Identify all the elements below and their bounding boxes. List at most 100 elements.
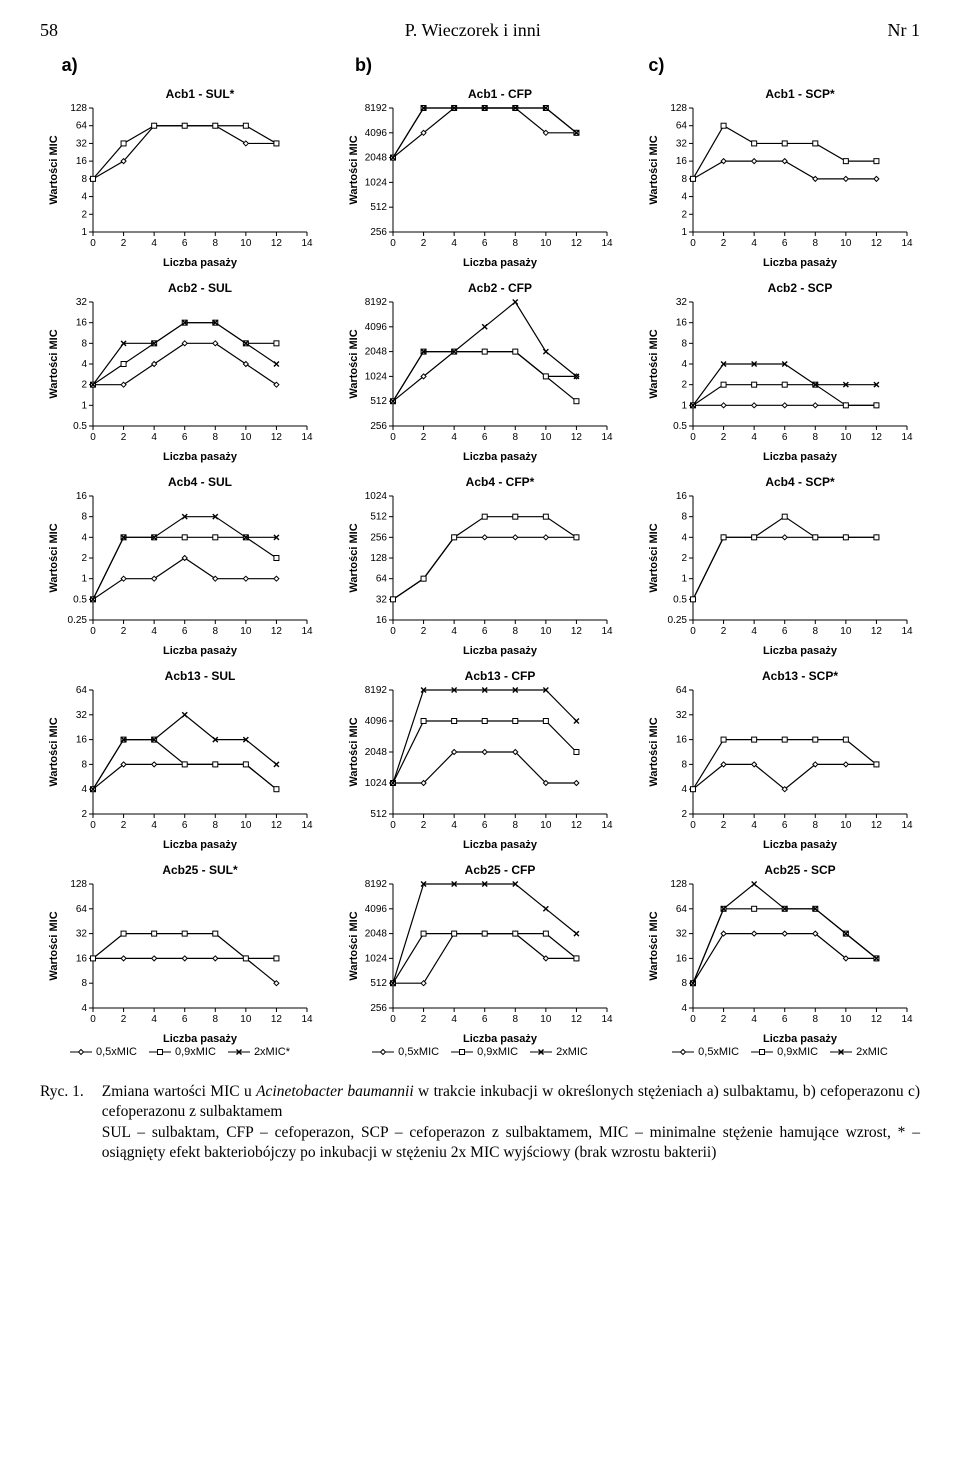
chart-title: Acb2 - SUL: [168, 281, 232, 295]
x-axis-label: Liczba pasaży: [163, 451, 238, 463]
chart-cell: Acb2 - SUL024681012140.512481632Liczba p…: [40, 276, 320, 466]
x-axis-label: Liczba pasaży: [463, 839, 538, 851]
ytick-label: 512: [370, 978, 387, 989]
xtick-label: 2: [721, 1014, 727, 1025]
page-header-center: P. Wieczorek i inni: [58, 20, 888, 41]
xtick-label: 14: [301, 626, 313, 637]
legend-label: 2xMIC: [856, 1046, 888, 1058]
xtick-label: 8: [813, 820, 819, 831]
x-axis-label: Liczba pasaży: [763, 451, 838, 463]
xtick-label: 14: [901, 820, 913, 831]
xtick-label: 8: [513, 238, 519, 249]
ytick-label: 8: [81, 978, 87, 989]
xtick-label: 0: [90, 432, 96, 443]
xtick-label: 10: [240, 1014, 252, 1025]
ytick-label: 1: [681, 227, 687, 238]
xtick-label: 6: [782, 1014, 788, 1025]
ytick-label: 256: [370, 1003, 387, 1014]
xtick-label: 0: [690, 432, 696, 443]
ytick-label: 2048: [365, 929, 388, 940]
xtick-label: 12: [571, 1014, 583, 1025]
chart: Acb1 - SUL*024681012141248163264128Liczb…: [45, 82, 315, 272]
xtick-label: 2: [121, 432, 127, 443]
xtick-label: 2: [721, 238, 727, 249]
x-axis-label: Liczba pasaży: [163, 645, 238, 657]
ytick-label: 16: [676, 318, 688, 329]
xtick-label: 6: [182, 1014, 188, 1025]
ytick-label: 1024: [365, 778, 388, 789]
xtick-label: 4: [751, 626, 757, 637]
series-line: [393, 517, 576, 600]
y-axis-label: Wartości MIC: [348, 329, 360, 398]
xtick-label: 4: [751, 820, 757, 831]
ytick-label: 512: [370, 809, 387, 820]
xtick-label: 8: [813, 1014, 819, 1025]
ytick-label: 64: [76, 904, 88, 915]
legend-marker-icon: [372, 1046, 394, 1058]
chart: Acb4 - SCP*024681012140.250.5124816Liczb…: [645, 470, 915, 660]
y-axis-label: Wartości MIC: [648, 329, 660, 398]
chart: Acb4 - SUL024681012140.250.5124816Liczba…: [45, 470, 315, 660]
xtick-label: 14: [301, 432, 313, 443]
xtick-label: 6: [782, 432, 788, 443]
ytick-label: 2: [681, 209, 687, 220]
xtick-label: 10: [840, 238, 852, 249]
legend-item: 0,9xMIC: [149, 1046, 216, 1058]
ytick-label: 32: [376, 594, 388, 605]
y-axis-label: Wartości MIC: [648, 523, 660, 592]
xtick-label: 4: [751, 1014, 757, 1025]
xtick-label: 2: [121, 1014, 127, 1025]
ytick-label: 0.5: [673, 421, 687, 432]
ytick-label: 1: [81, 227, 87, 238]
chart-title: Acb25 - SUL*: [162, 863, 238, 877]
xtick-label: 2: [121, 626, 127, 637]
xtick-label: 4: [151, 626, 157, 637]
chart-cell: Acb25 - SCP0246810121448163264128Liczba …: [640, 858, 920, 1058]
chart-title: Acb2 - CFP: [468, 281, 532, 295]
chart-grid: Acb1 - SUL*024681012141248163264128Liczb…: [40, 82, 920, 1058]
ytick-label: 128: [70, 103, 87, 114]
ytick-label: 4: [681, 784, 687, 795]
legend-marker-icon: [149, 1046, 171, 1058]
chart: Acb25 - SUL*0246810121448163264128Liczba…: [45, 858, 315, 1048]
series-line: [693, 126, 876, 179]
xtick-label: 6: [782, 238, 788, 249]
col-label-b: b): [345, 55, 615, 76]
xtick-label: 0: [390, 1014, 396, 1025]
ytick-label: 4: [81, 359, 87, 370]
series-line: [693, 909, 876, 983]
chart: Acb1 - SCP*024681012141248163264128Liczb…: [645, 82, 915, 272]
ytick-label: 4: [81, 532, 87, 543]
ytick-label: 64: [376, 574, 388, 585]
series-line: [93, 958, 276, 983]
xtick-label: 8: [813, 238, 819, 249]
y-axis-label: Wartości MIC: [48, 911, 60, 980]
xtick-label: 12: [271, 432, 283, 443]
ytick-label: 8: [681, 338, 687, 349]
ytick-label: 512: [370, 202, 387, 213]
ytick-label: 4: [81, 192, 87, 203]
ytick-label: 16: [676, 491, 688, 502]
series-line: [93, 126, 276, 179]
ytick-label: 64: [676, 685, 688, 696]
chart-title: Acb2 - SCP: [768, 281, 833, 295]
xtick-label: 0: [90, 1014, 96, 1025]
ytick-label: 1: [681, 400, 687, 411]
legend-marker-icon: [530, 1046, 552, 1058]
ytick-label: 4: [81, 1003, 87, 1014]
ytick-label: 4: [681, 192, 687, 203]
xtick-label: 4: [751, 432, 757, 443]
chart-title: Acb13 - CFP: [465, 669, 536, 683]
ytick-label: 256: [370, 227, 387, 238]
xtick-label: 8: [513, 432, 519, 443]
xtick-label: 6: [482, 820, 488, 831]
xtick-label: 6: [782, 820, 788, 831]
xtick-label: 8: [213, 626, 219, 637]
page-number-left: 58: [40, 20, 58, 41]
ytick-label: 4: [681, 1003, 687, 1014]
x-axis-label: Liczba pasaży: [463, 1033, 538, 1045]
xtick-label: 14: [901, 626, 913, 637]
xtick-label: 2: [721, 820, 727, 831]
ytick-label: 16: [76, 735, 88, 746]
ytick-label: 32: [676, 929, 688, 940]
